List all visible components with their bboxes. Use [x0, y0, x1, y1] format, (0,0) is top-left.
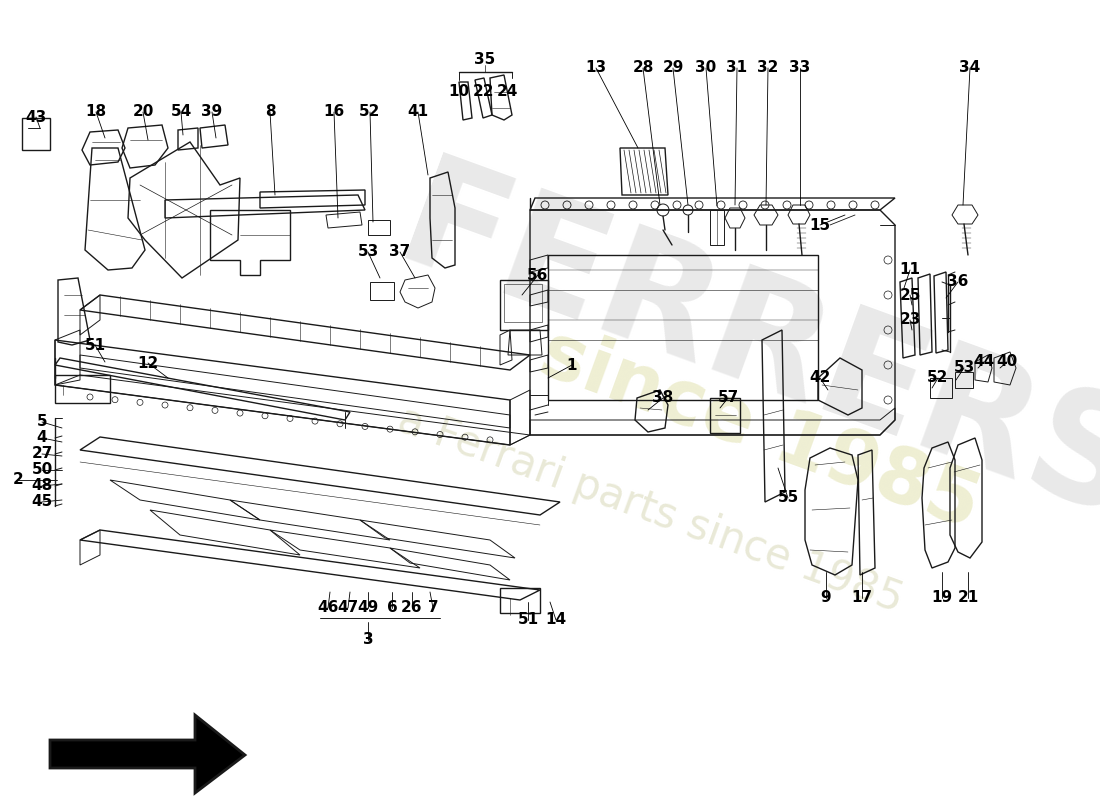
Text: 56: 56: [527, 267, 549, 282]
Text: 30: 30: [695, 61, 716, 75]
Text: 22: 22: [472, 85, 494, 99]
Text: 20: 20: [132, 105, 154, 119]
Text: a Ferrari parts since 1985: a Ferrari parts since 1985: [392, 399, 909, 621]
Text: 13: 13: [585, 61, 606, 75]
Text: 14: 14: [546, 613, 566, 627]
Bar: [368, 220, 390, 235]
Text: 6: 6: [386, 601, 397, 615]
Text: 34: 34: [959, 61, 980, 75]
Text: 38: 38: [652, 390, 673, 406]
Text: 1: 1: [566, 358, 578, 373]
Text: 51: 51: [85, 338, 106, 353]
Text: 45: 45: [32, 494, 53, 510]
Text: 23: 23: [900, 313, 921, 327]
Text: 32: 32: [757, 61, 779, 75]
Text: 33: 33: [790, 61, 811, 75]
Bar: [500, 280, 548, 330]
Text: 40: 40: [997, 354, 1018, 370]
Text: 51: 51: [517, 613, 539, 627]
Bar: [55, 375, 110, 403]
Bar: [955, 372, 974, 388]
Text: 55: 55: [778, 490, 799, 506]
Text: 48: 48: [32, 478, 53, 494]
Polygon shape: [50, 715, 245, 793]
Text: 29: 29: [662, 61, 684, 75]
Bar: [930, 378, 952, 398]
Text: 4: 4: [36, 430, 47, 446]
Text: 35: 35: [474, 53, 496, 67]
Text: 18: 18: [86, 105, 107, 119]
Text: since 1985: since 1985: [530, 316, 990, 544]
Bar: [710, 210, 724, 245]
Text: 37: 37: [389, 245, 410, 259]
Text: 8: 8: [265, 105, 275, 119]
Text: 28: 28: [632, 61, 653, 75]
Bar: [22, 118, 50, 150]
Text: 11: 11: [900, 262, 921, 278]
Text: 21: 21: [957, 590, 979, 606]
Bar: [504, 284, 542, 322]
Text: FERRERS: FERRERS: [379, 147, 1100, 553]
Text: 44: 44: [974, 354, 994, 370]
Text: 41: 41: [407, 105, 429, 119]
Text: 5: 5: [36, 414, 47, 430]
Text: 19: 19: [932, 590, 953, 606]
Text: 50: 50: [32, 462, 53, 478]
Text: 36: 36: [947, 274, 969, 290]
Text: 12: 12: [138, 355, 158, 370]
Text: 31: 31: [726, 61, 748, 75]
Text: 53: 53: [954, 361, 975, 375]
Text: 26: 26: [402, 601, 422, 615]
Text: 47: 47: [338, 601, 359, 615]
Bar: [548, 255, 818, 400]
Text: 25: 25: [900, 287, 921, 302]
Text: 17: 17: [851, 590, 872, 606]
Text: 39: 39: [201, 105, 222, 119]
Text: 15: 15: [810, 218, 830, 233]
Text: 52: 52: [360, 105, 381, 119]
Text: 16: 16: [323, 105, 344, 119]
Text: 10: 10: [449, 85, 470, 99]
Text: 27: 27: [31, 446, 53, 462]
Bar: [710, 398, 740, 433]
Text: 53: 53: [358, 245, 378, 259]
Text: 52: 52: [927, 370, 948, 386]
Text: 43: 43: [25, 110, 46, 125]
Text: 2: 2: [12, 473, 23, 487]
Text: 54: 54: [170, 105, 191, 119]
Text: 24: 24: [496, 85, 518, 99]
Text: 7: 7: [428, 601, 438, 615]
Text: 9: 9: [821, 590, 832, 606]
Text: 42: 42: [810, 370, 830, 386]
Text: 49: 49: [358, 601, 378, 615]
Bar: [500, 588, 540, 613]
Bar: [370, 282, 394, 300]
Text: 3: 3: [363, 633, 373, 647]
Text: 57: 57: [717, 390, 738, 406]
Text: 46: 46: [317, 601, 339, 615]
